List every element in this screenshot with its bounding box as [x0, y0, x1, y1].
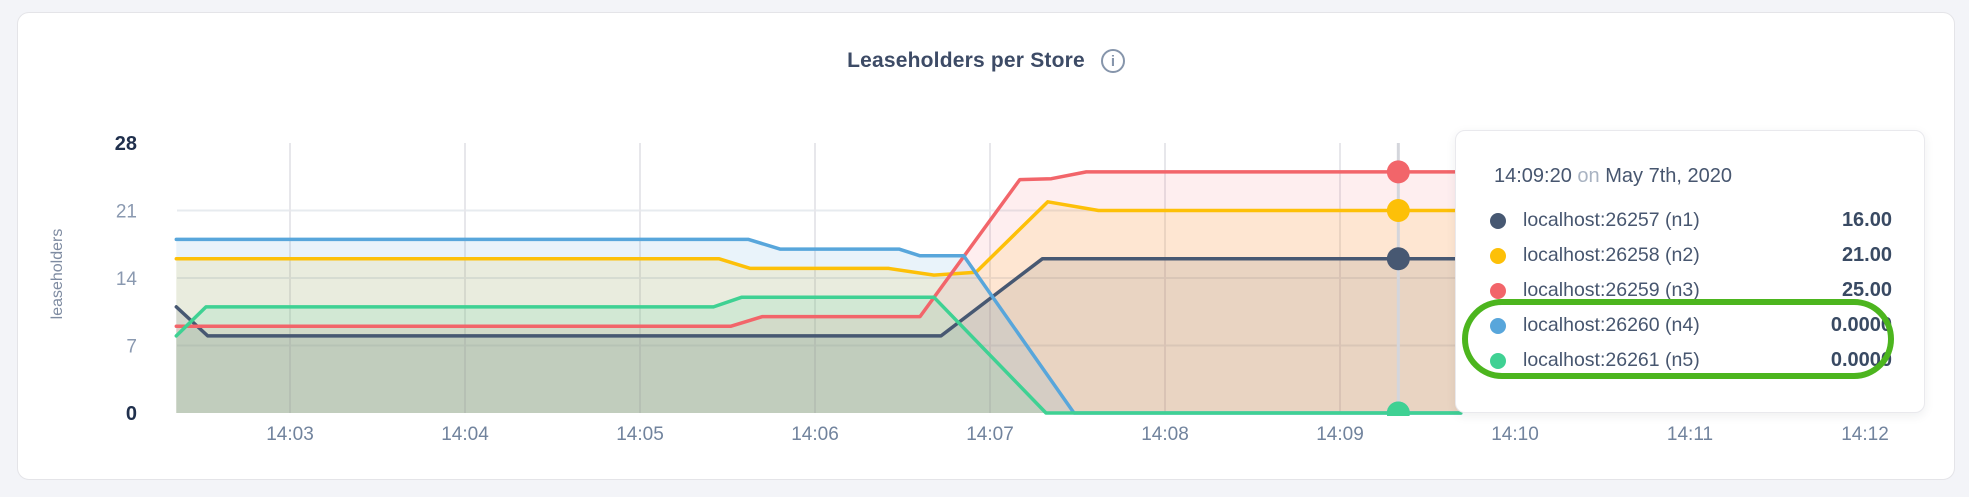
- info-icon[interactable]: i: [1100, 49, 1125, 73]
- tooltip-rows: localhost:26257 (n1) 16.00 localhost:26258…: [1486, 203, 1892, 378]
- series-color-dot: [1490, 212, 1506, 229]
- x-tick-label: 14:12: [1841, 424, 1889, 445]
- x-tick-label: 14:11: [1667, 424, 1713, 445]
- y-tick-label: 0: [126, 403, 137, 425]
- chart-header: Leaseholders per Store i: [18, 49, 1954, 73]
- y-tick-label: 21: [116, 202, 137, 223]
- tooltip-date: May 7th, 2020: [1605, 165, 1732, 187]
- y-axis-title: leaseholders: [49, 229, 66, 320]
- series-value: 25.00: [1841, 279, 1892, 301]
- chart-title: Leaseholders per Store: [847, 49, 1085, 72]
- crosshair-dot: [1386, 401, 1410, 416]
- tooltip-row: localhost:26258 (n2) 21.00: [1486, 238, 1892, 273]
- series-label: localhost:26259 (n3): [1523, 279, 1700, 301]
- crosshair-dot: [1386, 199, 1410, 222]
- series-value: 16.00: [1841, 209, 1892, 231]
- series-label: localhost:26258 (n2): [1523, 244, 1700, 266]
- series-label: localhost:26260 (n4): [1523, 314, 1700, 336]
- highlight-ring-annotation: [1462, 299, 1894, 379]
- series-label: localhost:26257 (n1): [1523, 209, 1700, 231]
- x-tick-label: 14:10: [1491, 424, 1539, 445]
- series-value: 21.00: [1841, 244, 1892, 266]
- series-label: localhost:26261 (n5): [1523, 349, 1700, 371]
- series-areas: [176, 171, 1461, 413]
- tooltip-row: localhost:26259 (n3) 25.00: [1486, 273, 1892, 308]
- info-icon-glyph: i: [1110, 52, 1115, 70]
- x-tick-label: 14:06: [791, 424, 839, 445]
- y-tick-label: 28: [115, 133, 137, 155]
- series-lines: [174, 170, 1463, 415]
- x-tick-label: 14:03: [266, 424, 314, 445]
- y-tick-label: 7: [126, 337, 137, 358]
- crosshair-dot: [1386, 160, 1410, 184]
- x-tick-label: 14:08: [1141, 424, 1189, 445]
- crosshair-dot: [1386, 247, 1410, 271]
- x-tick-label: 14:09: [1316, 424, 1364, 445]
- series-color-dot: [1490, 282, 1506, 299]
- x-tick-label: 14:04: [441, 424, 489, 445]
- x-tick-label: 14:05: [616, 424, 664, 445]
- axis-labels: 28 21 14 7 0 14:03 14:04 14:05 14:06 14:07 14:08 14…: [49, 133, 1889, 445]
- series-color-dot: [1490, 247, 1506, 264]
- tooltip-timestamp: 14:09:20 on May 7th, 2020: [1494, 163, 1892, 189]
- tooltip-time: 14:09:20: [1494, 165, 1572, 187]
- tooltip-on-word: on: [1577, 165, 1600, 187]
- crosshair-dots: [1386, 160, 1410, 416]
- chart-tooltip: 14:09:20 on May 7th, 2020 localhost:2625…: [1455, 130, 1925, 413]
- tooltip-row: localhost:26257 (n1) 16.00: [1486, 203, 1892, 238]
- x-tick-label: 14:07: [966, 424, 1014, 445]
- y-tick-label: 14: [116, 269, 138, 290]
